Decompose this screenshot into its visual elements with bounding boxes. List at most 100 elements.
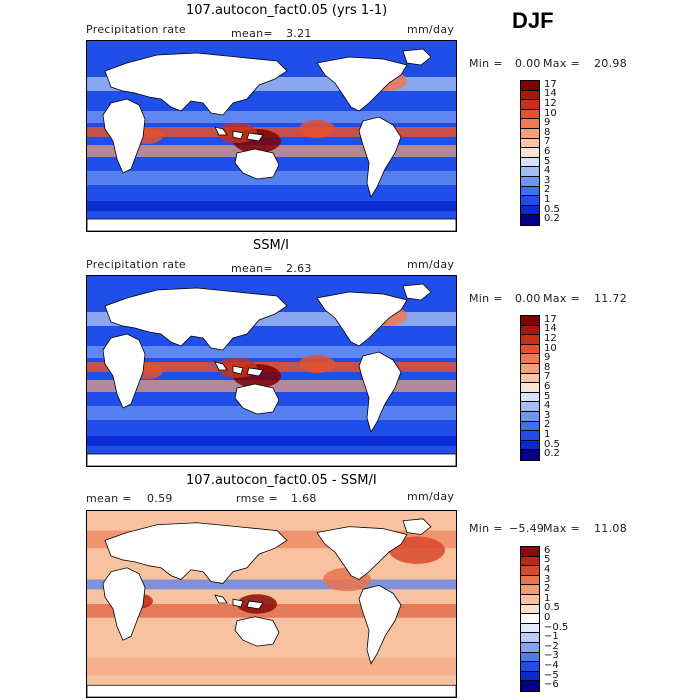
colorbar-tick-label: 8 [544, 361, 551, 373]
colorbar-swatch [521, 128, 539, 139]
colorbar-tick-label: 6 [544, 381, 551, 392]
panel3-max-label: Max = [543, 522, 580, 535]
map-field [87, 276, 456, 466]
panel2-units: mm/day [407, 258, 455, 271]
colorbar-swatch [521, 100, 539, 110]
colorbar-tick-label: 2 [544, 184, 551, 196]
colorbar-swatch [521, 335, 539, 345]
colorbar-tick-label: 0.2 [544, 213, 560, 225]
colorbar-tick-label: 5 [544, 554, 551, 566]
panel3-title: 107.autocon_fact0.05 - SSM/I [186, 473, 377, 488]
colorbar-swatch [521, 604, 539, 615]
colorbar-swatch [521, 421, 539, 432]
panel2-min-value: 0.00 [515, 292, 541, 305]
colorbar-swatch [521, 81, 539, 91]
colorbar-tick-label: 14 [544, 323, 557, 335]
colorbar-swatch [521, 652, 539, 663]
colorbar-tick-label: 10 [544, 107, 557, 119]
colorbar-tick-label: −1 [544, 631, 559, 643]
colorbar-swatch [521, 90, 539, 101]
colorbar-swatch [521, 681, 539, 691]
colorbar-tick-label: 3 [544, 174, 551, 186]
panel1-title: 107.autocon_fact0.05 (yrs 1-1) [186, 3, 388, 18]
colorbar-tick-label: 5 [544, 390, 551, 402]
map-field [87, 41, 456, 231]
panel3-mean-value: 0.59 [147, 492, 173, 505]
colorbar-tick-label: 0.5 [544, 203, 560, 215]
season-label: DJF [512, 8, 554, 33]
colorbar-swatch [521, 633, 539, 643]
colorbar-tick-label: 5 [544, 155, 551, 167]
colorbar-swatch [521, 662, 539, 672]
panel2-mean-label: mean= [231, 262, 273, 275]
colorbar-tick-label: 12 [544, 98, 557, 109]
colorbar-tick-label: 0.5 [544, 602, 560, 614]
panel3-rmse-label: rmse = [236, 492, 279, 505]
colorbar-swatch [521, 547, 539, 557]
colorbar-swatch [521, 148, 539, 158]
panel3-mean-label: mean = [86, 492, 132, 505]
panel2-colorbar [520, 315, 540, 461]
colorbar-swatch [521, 109, 539, 120]
panel1-mean-value: 3.21 [286, 27, 312, 40]
colorbar-swatch [521, 431, 539, 441]
panel1-max-label: Max = [543, 57, 580, 70]
panel3-max-value: 11.08 [594, 522, 627, 535]
colorbar-tick-label: 1 [544, 592, 551, 604]
panel1-max-value: 20.98 [594, 57, 627, 70]
panel2-min-label: Min = [469, 292, 503, 305]
panel3-rmse-value: 1.68 [291, 492, 317, 505]
colorbar-tick-label: 4 [544, 564, 551, 575]
colorbar-tick-label: 8 [544, 126, 551, 138]
colorbar-swatch [521, 440, 539, 451]
panel1-var-label: Precipitation rate [86, 23, 186, 36]
colorbar-swatch [521, 215, 539, 225]
colorbar-swatch [521, 196, 539, 206]
panel3-min-label: Min = [469, 522, 503, 535]
colorbar-swatch [521, 363, 539, 374]
colorbar-tick-label: 4 [544, 165, 551, 177]
panel2-map [86, 275, 457, 467]
colorbar-tick-label: 4 [544, 400, 551, 412]
colorbar-tick-label: 9 [544, 352, 551, 364]
colorbar-swatch [521, 205, 539, 216]
panel2-max-value: 11.72 [594, 292, 627, 305]
colorbar-tick-label: 3 [544, 409, 551, 421]
colorbar-swatch [521, 566, 539, 576]
panel2-mean-value: 2.63 [286, 262, 312, 275]
colorbar-swatch [521, 623, 539, 634]
panel1-min-label: Min = [469, 57, 503, 70]
colorbar-tick-label: 0.2 [544, 448, 560, 460]
colorbar-tick-label: −6 [544, 679, 559, 691]
map-field [87, 511, 456, 697]
colorbar-tick-label: 17 [544, 313, 557, 325]
colorbar-tick-label: −5 [544, 669, 559, 681]
panel1-map [86, 40, 457, 232]
colorbar-swatch [521, 392, 539, 403]
colorbar-tick-label: 7 [544, 136, 551, 148]
panel1-mean-label: mean= [231, 27, 273, 40]
colorbar-tick-label: 3 [544, 573, 551, 585]
colorbar-tick-label: 1 [544, 194, 551, 205]
colorbar-swatch [521, 157, 539, 168]
colorbar-swatch [521, 594, 539, 605]
colorbar-swatch [521, 614, 539, 624]
colorbar-tick-label: 0 [544, 612, 551, 623]
colorbar-tick-label: −3 [544, 650, 559, 662]
colorbar-tick-label: 2 [544, 583, 551, 595]
colorbar-swatch [521, 344, 539, 355]
panel1-min-value: 0.00 [515, 57, 541, 70]
colorbar-tick-label: 12 [544, 333, 557, 344]
panel3-units: mm/day [407, 490, 455, 503]
colorbar-tick-label: 10 [544, 342, 557, 354]
colorbar-swatch [521, 354, 539, 364]
colorbar-swatch [521, 167, 539, 177]
colorbar-tick-label: −0.5 [544, 621, 569, 633]
colorbar-tick-label: 6 [544, 146, 551, 157]
colorbar-tick-label: −2 [544, 640, 559, 652]
colorbar-swatch [521, 316, 539, 326]
colorbar-swatch [521, 325, 539, 336]
panel2-title: SSM/I [253, 238, 289, 253]
panel3-map [86, 510, 457, 698]
